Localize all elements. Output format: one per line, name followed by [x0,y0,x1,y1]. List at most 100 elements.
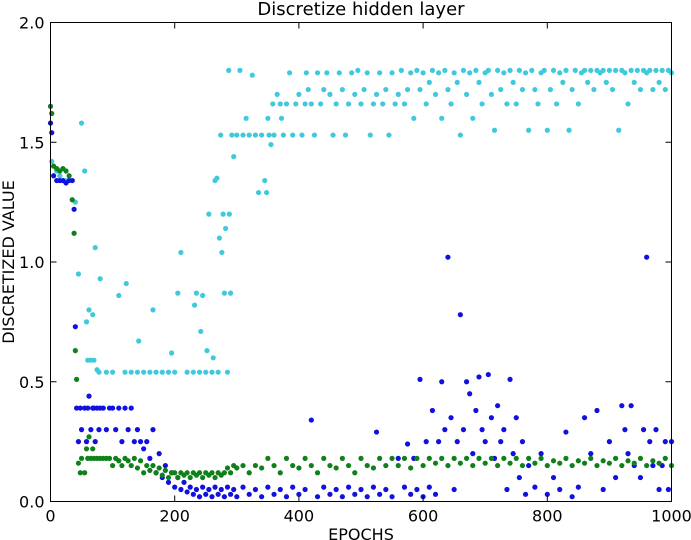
data-point [69,177,75,184]
data-point [628,403,634,409]
data-point [86,434,92,440]
data-point [408,465,414,471]
data-point [432,460,439,466]
data-point [91,357,97,363]
data-point [442,427,448,433]
data-point [339,455,345,461]
data-point [196,369,203,375]
data-point [569,462,575,469]
data-point [156,451,162,457]
data-point [71,206,77,212]
data-point [510,79,516,85]
data-point [476,79,482,85]
data-point [193,290,200,296]
data-point [215,369,221,375]
data-point [476,455,482,461]
data-point [498,86,504,93]
data-point [246,470,252,476]
data-point [414,455,420,461]
data-point [457,312,463,318]
data-point [224,369,231,375]
data-point [637,455,644,461]
data-point [513,455,519,461]
data-point [100,405,106,411]
data-point [318,101,324,107]
data-point [198,328,204,335]
data-point [535,101,541,107]
data-point [321,455,327,461]
data-point [49,130,55,136]
data-point [373,91,380,97]
data-point [460,427,467,433]
data-point [485,371,491,378]
data-point [110,462,116,469]
data-point [569,86,575,93]
data-point [513,415,519,421]
data-point [609,86,616,93]
data-point [63,168,69,174]
data-point [467,70,473,76]
x-tick-label: 0 [45,507,55,526]
data-point [389,70,395,76]
data-point [613,474,619,481]
data-point [224,484,231,490]
data-point [324,70,330,76]
data-point [159,369,165,375]
data-point [501,455,507,461]
data-point [274,91,280,97]
data-point [308,417,314,423]
data-point [311,132,318,138]
data-point [96,427,102,433]
data-point [482,460,488,466]
data-point [600,458,606,464]
data-point [78,120,85,126]
data-point [392,101,398,107]
data-point [560,79,566,85]
data-point [200,474,206,481]
data-point [71,230,77,236]
data-point [184,470,190,476]
data-point [581,460,588,466]
data-point [134,465,141,471]
data-point [234,465,240,471]
data-point [550,458,557,464]
data-point [303,70,309,76]
data-point [83,439,90,445]
data-point [457,132,463,138]
data-point [625,451,631,457]
data-point [606,439,613,445]
data-point [529,67,535,73]
data-point [134,369,141,375]
x-tick-label: 400 [284,507,315,526]
data-point [128,369,134,375]
data-point [336,70,342,76]
data-point [519,439,526,445]
data-point [227,491,234,497]
data-point [271,462,277,469]
data-point [193,486,200,493]
x-axis-title: EPOCHS [328,525,394,540]
data-point [290,462,296,469]
data-point [141,369,147,375]
data-point [277,101,283,107]
data-point [153,369,159,375]
data-point [445,462,451,469]
data-point [147,455,153,461]
data-point [103,369,109,375]
data-point [650,458,656,464]
data-point [495,67,501,73]
data-point [563,455,569,461]
data-point [333,101,339,107]
data-point [448,415,454,421]
data-point [572,67,578,73]
data-point [165,474,172,481]
data-point [349,70,355,76]
data-point [563,429,569,435]
data-point [302,101,308,107]
data-point [488,91,495,97]
data-point [401,484,408,490]
data-point [172,470,178,476]
data-point [519,86,526,93]
data-point [501,70,507,76]
data-point [162,467,168,473]
